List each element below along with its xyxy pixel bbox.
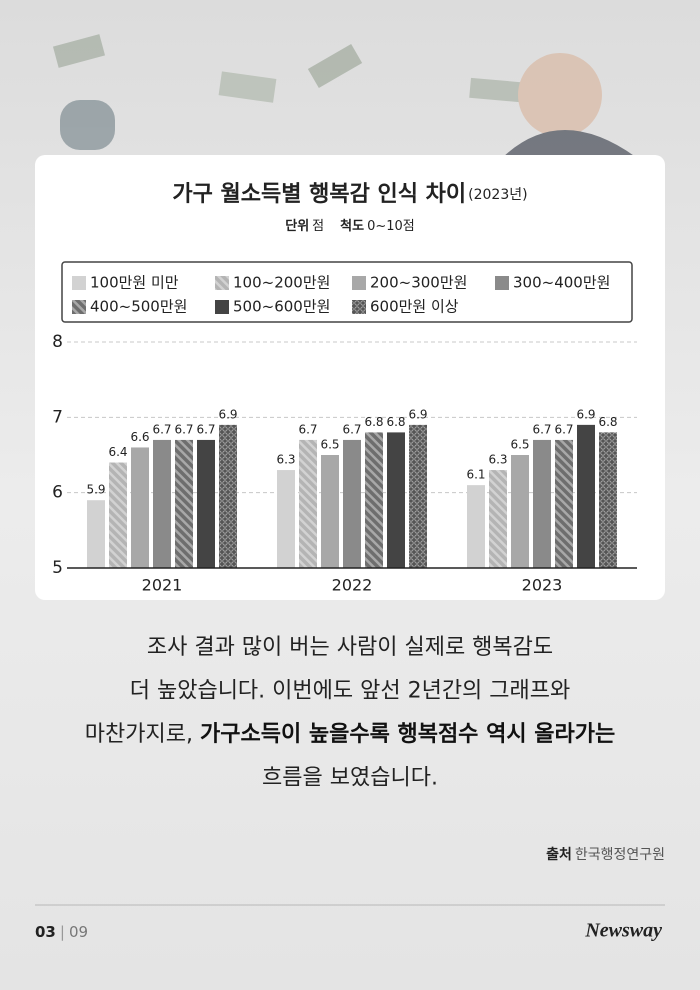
bar [577,424,595,568]
legend-label: 200~300만원 [370,274,467,292]
data-label: 6.3 [276,453,295,467]
page-current: 03 [35,923,56,941]
data-label: 6.7 [342,422,361,436]
legend-swatch [352,276,366,290]
data-label: 6.9 [576,407,595,421]
legend-label: 400~500만원 [90,298,187,316]
data-label: 6.3 [488,453,507,467]
title-text: 가구 월소득별 행복감 인식 차이 [172,182,466,207]
bar [343,439,361,568]
bar [467,485,485,568]
bar [365,432,383,568]
data-label: 6.9 [218,407,237,421]
legend-label: 300~400만원 [513,274,610,292]
legend-swatch [352,300,366,314]
data-label: 6.7 [152,422,171,436]
x-tick-label: 2023 [522,576,563,595]
bar [533,439,551,568]
source-label: 출처 [546,846,572,863]
legend-swatch [215,300,229,314]
data-label: 6.8 [386,415,405,429]
legend-swatch [495,276,509,290]
data-label: 6.7 [298,422,317,436]
data-label: 6.8 [598,415,617,429]
bar [219,424,237,568]
y-tick-label: 8 [52,332,63,352]
body-segment: 더 높았습니다. 이번에도 앞선 2년간의 그래프와 [130,679,571,704]
bar [175,439,193,568]
body-segment: 흐름을 보였습니다. [262,766,438,791]
legend-box [61,261,633,323]
bar [277,470,295,568]
source-text: 한국행정연구원 [575,847,665,863]
unit-label: 단위 [285,218,309,234]
data-label: 5.9 [86,483,105,497]
data-label: 6.7 [196,422,215,436]
logo: Newsway [584,920,662,942]
bar [321,455,339,568]
x-tick-label: 2021 [142,576,183,595]
body-line: 더 높았습니다. 이번에도 앞선 2년간의 그래프와 [130,679,571,704]
data-label: 6.5 [510,438,529,452]
bar [387,432,405,568]
legend-label: 500~600만원 [233,298,330,316]
bar [153,439,171,568]
bar [299,439,317,568]
bar [131,447,149,568]
chart-title: 가구 월소득별 행복감 인식 차이 (2023년) [172,182,527,207]
y-tick-label: 7 [52,407,63,427]
legend-swatch [72,276,86,290]
body-line: 흐름을 보였습니다. [262,766,438,791]
data-label: 6.6 [130,430,149,444]
scale: 0~10점 [367,219,415,234]
page-number: 03 | 09 [35,923,88,941]
source: 출처 한국행정연구원 [546,846,665,863]
body-segment: 마찬가지로, [85,722,200,747]
data-label: 6.9 [408,407,427,421]
data-label: 6.7 [174,422,193,436]
scale-label: 척도 [340,218,364,234]
y-tick-label: 5 [52,558,63,578]
body-line: 마찬가지로, 가구소득이 높을수록 행복점수 역시 올라가는 [85,722,615,747]
data-label: 6.5 [320,438,339,452]
bar [489,470,507,568]
bar [511,455,529,568]
chart-subtitle: 단위 점 척도 0~10점 [285,218,414,234]
body-segment: 조사 결과 많이 버는 사람이 실제로 행복감도 [147,635,553,660]
legend-swatch [215,276,229,290]
bar [409,424,427,568]
legend-swatch [72,300,86,314]
legend-label: 100~200만원 [233,274,330,292]
data-label: 6.7 [532,422,551,436]
x-tick-label: 2022 [332,576,373,595]
decoration [52,34,640,160]
body-line: 조사 결과 많이 버는 사람이 실제로 행복감도 [147,635,553,660]
bar [599,432,617,568]
bar [87,500,105,568]
data-label: 6.8 [364,415,383,429]
data-label: 6.7 [554,422,573,436]
body-segment: 가구소득이 높을수록 행복점수 역시 올라가는 [200,722,615,747]
legend-label: 600만원 이상 [370,298,459,316]
bar [197,439,215,568]
bar [555,439,573,568]
bar [109,462,127,568]
unit: 점 [312,219,324,234]
page-total: 09 [69,923,88,941]
data-label: 6.1 [466,468,485,482]
data-label: 6.4 [108,445,127,459]
y-tick-label: 6 [52,483,63,503]
legend-label: 100만원 미만 [90,274,179,292]
title-note: (2023년) [468,187,527,203]
